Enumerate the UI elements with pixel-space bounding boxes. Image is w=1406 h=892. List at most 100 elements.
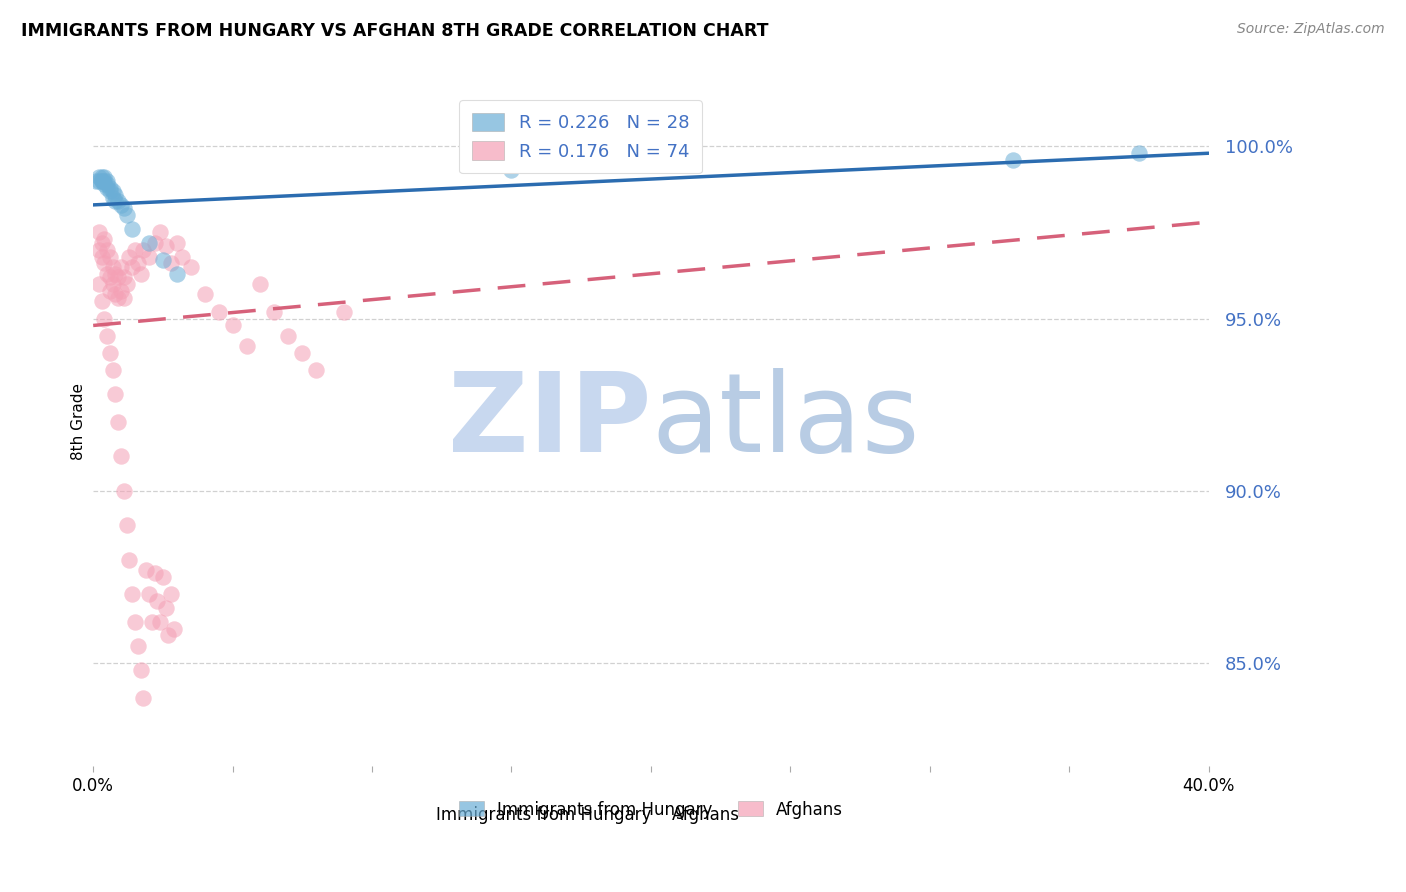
Point [96,180,118,194]
Point [146,594,169,608]
Point [115,518,138,533]
Point [112,291,135,305]
Point [98,284,121,298]
Point [90,294,112,309]
Point [87,226,110,240]
Point [104,267,127,281]
Point [132,690,155,705]
Point [135,563,157,577]
Point [98,184,121,198]
Point [291,346,314,360]
Point [110,260,132,274]
Point [87,170,110,185]
Point [263,304,285,318]
Point [121,587,143,601]
Point [127,256,149,270]
Text: Immigrants from Hungary: Immigrants from Hungary [436,805,651,823]
Point [101,363,124,377]
Point [118,250,141,264]
Point [208,304,231,318]
Point [115,208,138,222]
Point [121,222,143,236]
Point [1002,153,1025,168]
Point [104,387,127,401]
Point [277,328,299,343]
Point [93,174,115,188]
Point [107,415,129,429]
Point [112,483,135,498]
Point [104,194,127,209]
Point [143,566,166,581]
Point [124,615,146,629]
Point [90,250,112,264]
Legend: R = 0.226   N = 28, R = 0.176   N = 74: R = 0.226 N = 28, R = 0.176 N = 74 [460,100,702,173]
Point [160,587,183,601]
Point [107,194,129,209]
Text: ZIP: ZIP [447,368,651,475]
Point [127,639,149,653]
Point [129,663,152,677]
Point [149,226,172,240]
Point [172,250,194,264]
Point [93,256,115,270]
Point [107,270,129,285]
Point [152,570,174,584]
Point [93,178,115,192]
Text: atlas: atlas [651,368,920,475]
Text: Source: ZipAtlas.com: Source: ZipAtlas.com [1237,22,1385,37]
Point [110,284,132,298]
Y-axis label: 8th Grade: 8th Grade [72,384,86,460]
Point [180,260,202,274]
Point [166,267,188,281]
Point [138,587,160,601]
Point [194,287,217,301]
Point [98,346,121,360]
Text: Afghans: Afghans [651,805,740,823]
Point [121,260,143,274]
Point [96,174,118,188]
Point [110,198,132,212]
Text: IMMIGRANTS FROM HUNGARY VS AFGHAN 8TH GRADE CORRELATION CHART: IMMIGRANTS FROM HUNGARY VS AFGHAN 8TH GR… [21,22,769,40]
Point [115,277,138,292]
Point [166,235,188,250]
Point [1128,146,1150,161]
Point [84,174,107,188]
Point [90,170,112,185]
Point [93,170,115,185]
Point [101,260,124,274]
Point [87,277,110,292]
Point [155,239,177,253]
Point [93,311,115,326]
Point [93,232,115,246]
Point [141,615,163,629]
Point [90,174,112,188]
Point [124,243,146,257]
Point [221,318,243,333]
Point [104,287,127,301]
Point [235,339,257,353]
Point [143,235,166,250]
Point [305,363,328,377]
Point [101,191,124,205]
Point [333,304,356,318]
Point [132,243,155,257]
Point [96,178,118,192]
Point [155,601,177,615]
Point [112,270,135,285]
Point [90,174,112,188]
Point [101,277,124,292]
Point [96,243,118,257]
Point [107,291,129,305]
Point [110,450,132,464]
Point [163,622,186,636]
Point [129,267,152,281]
Point [152,252,174,267]
Point [118,552,141,566]
Point [98,250,121,264]
Point [98,270,121,285]
Point [157,628,180,642]
Point [90,235,112,250]
Point [138,250,160,264]
Point [96,328,118,343]
Point [112,202,135,216]
